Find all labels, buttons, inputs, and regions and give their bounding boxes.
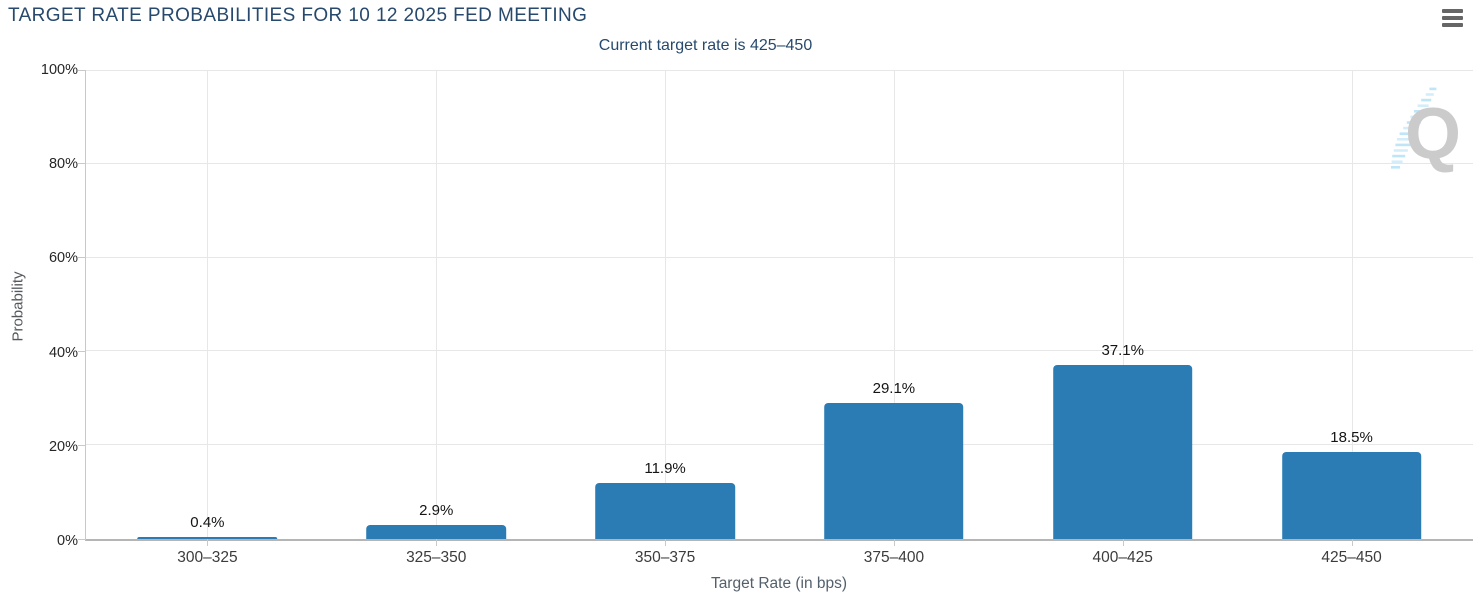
x-category-label: 425–450 <box>1321 549 1382 566</box>
chart-subtitle: Current target rate is 425–450 <box>598 37 813 54</box>
x-category-label: 300–325 <box>177 549 238 566</box>
category-column: 37.1% 400–425 <box>1008 70 1237 566</box>
gridline-horizontal <box>86 70 1473 71</box>
x-category-label: 400–425 <box>1092 549 1153 566</box>
hamburger-bar <box>1442 9 1463 13</box>
chart-title: TARGET RATE PROBABILITIES FOR 10 12 2025… <box>8 5 588 26</box>
probability-bar[interactable] <box>1052 365 1193 539</box>
gridline-horizontal <box>86 350 1473 352</box>
gridline-vertical <box>1122 70 1124 539</box>
y-tick-label: 80% <box>48 156 78 173</box>
x-category-label: 350–375 <box>634 549 696 566</box>
bar-value-label: 37.1% <box>1101 342 1144 360</box>
x-axis-tick <box>1351 539 1353 546</box>
bar-value-label: 29.1% <box>872 379 916 397</box>
y-tick-label: 0% <box>57 533 78 549</box>
category-column: 29.1% 375–400 <box>779 70 1008 566</box>
gridline-horizontal <box>86 162 1473 164</box>
y-axis-tick <box>78 350 86 352</box>
probability-bar[interactable] <box>1281 452 1422 539</box>
x-category-label: 325–350 <box>406 549 467 566</box>
bar-value-label: 0.4% <box>190 514 225 532</box>
bar-value-label: 18.5% <box>1330 429 1373 447</box>
y-tick-label: 40% <box>48 344 78 361</box>
y-axis-labels: 0% 20% 40% 60% 80% 100% <box>0 62 78 549</box>
y-tick-label: 60% <box>48 250 78 267</box>
bar-value-label: 2.9% <box>419 502 454 520</box>
gridline-vertical <box>436 70 438 539</box>
category-column: 18.5% 425–450 <box>1237 70 1466 566</box>
gridline-vertical <box>665 70 667 539</box>
bar-value-label: 11.9% <box>644 460 686 478</box>
y-axis-tick <box>78 69 86 71</box>
x-axis-tick <box>207 539 209 546</box>
category-column: 2.9% 325–350 <box>322 70 551 566</box>
gridline-horizontal <box>86 444 1473 446</box>
y-tick-label: 20% <box>48 438 78 455</box>
y-axis-tick <box>78 257 86 259</box>
y-axis-tick <box>78 538 86 540</box>
hamburger-bar <box>1442 16 1463 20</box>
x-axis-tick <box>436 539 438 546</box>
y-axis-tick <box>78 163 86 165</box>
plot-area: 0.4% 300–325 2.9% 325–350 11.9% 350–375 29.1% 3… <box>78 69 1473 566</box>
probability-bar[interactable] <box>824 402 964 539</box>
x-axis-tick <box>893 539 895 546</box>
x-axis-tick <box>1122 539 1124 546</box>
y-axis-tick <box>78 444 86 446</box>
hamburger-bar <box>1442 23 1463 27</box>
gridline-horizontal <box>86 256 1473 258</box>
hamburger-menu-icon[interactable] <box>1442 9 1465 27</box>
category-column: 0.4% 300–325 <box>93 70 322 566</box>
gridline-vertical <box>893 70 895 539</box>
x-axis-title: Target Rate (in bps) <box>710 575 848 592</box>
bar-columns: 0.4% 300–325 2.9% 325–350 11.9% 350–375 29.1% 3… <box>93 70 1466 566</box>
probability-bar[interactable] <box>137 537 278 539</box>
probability-bar[interactable] <box>595 483 735 539</box>
y-tick-label: 100% <box>40 62 78 78</box>
category-column: 11.9% 350–375 <box>551 70 780 566</box>
x-category-label: 375–400 <box>863 549 925 566</box>
probability-bar[interactable] <box>366 525 507 539</box>
x-axis-tick <box>665 539 667 546</box>
gridline-vertical <box>1351 70 1353 539</box>
gridline-vertical <box>207 70 209 539</box>
